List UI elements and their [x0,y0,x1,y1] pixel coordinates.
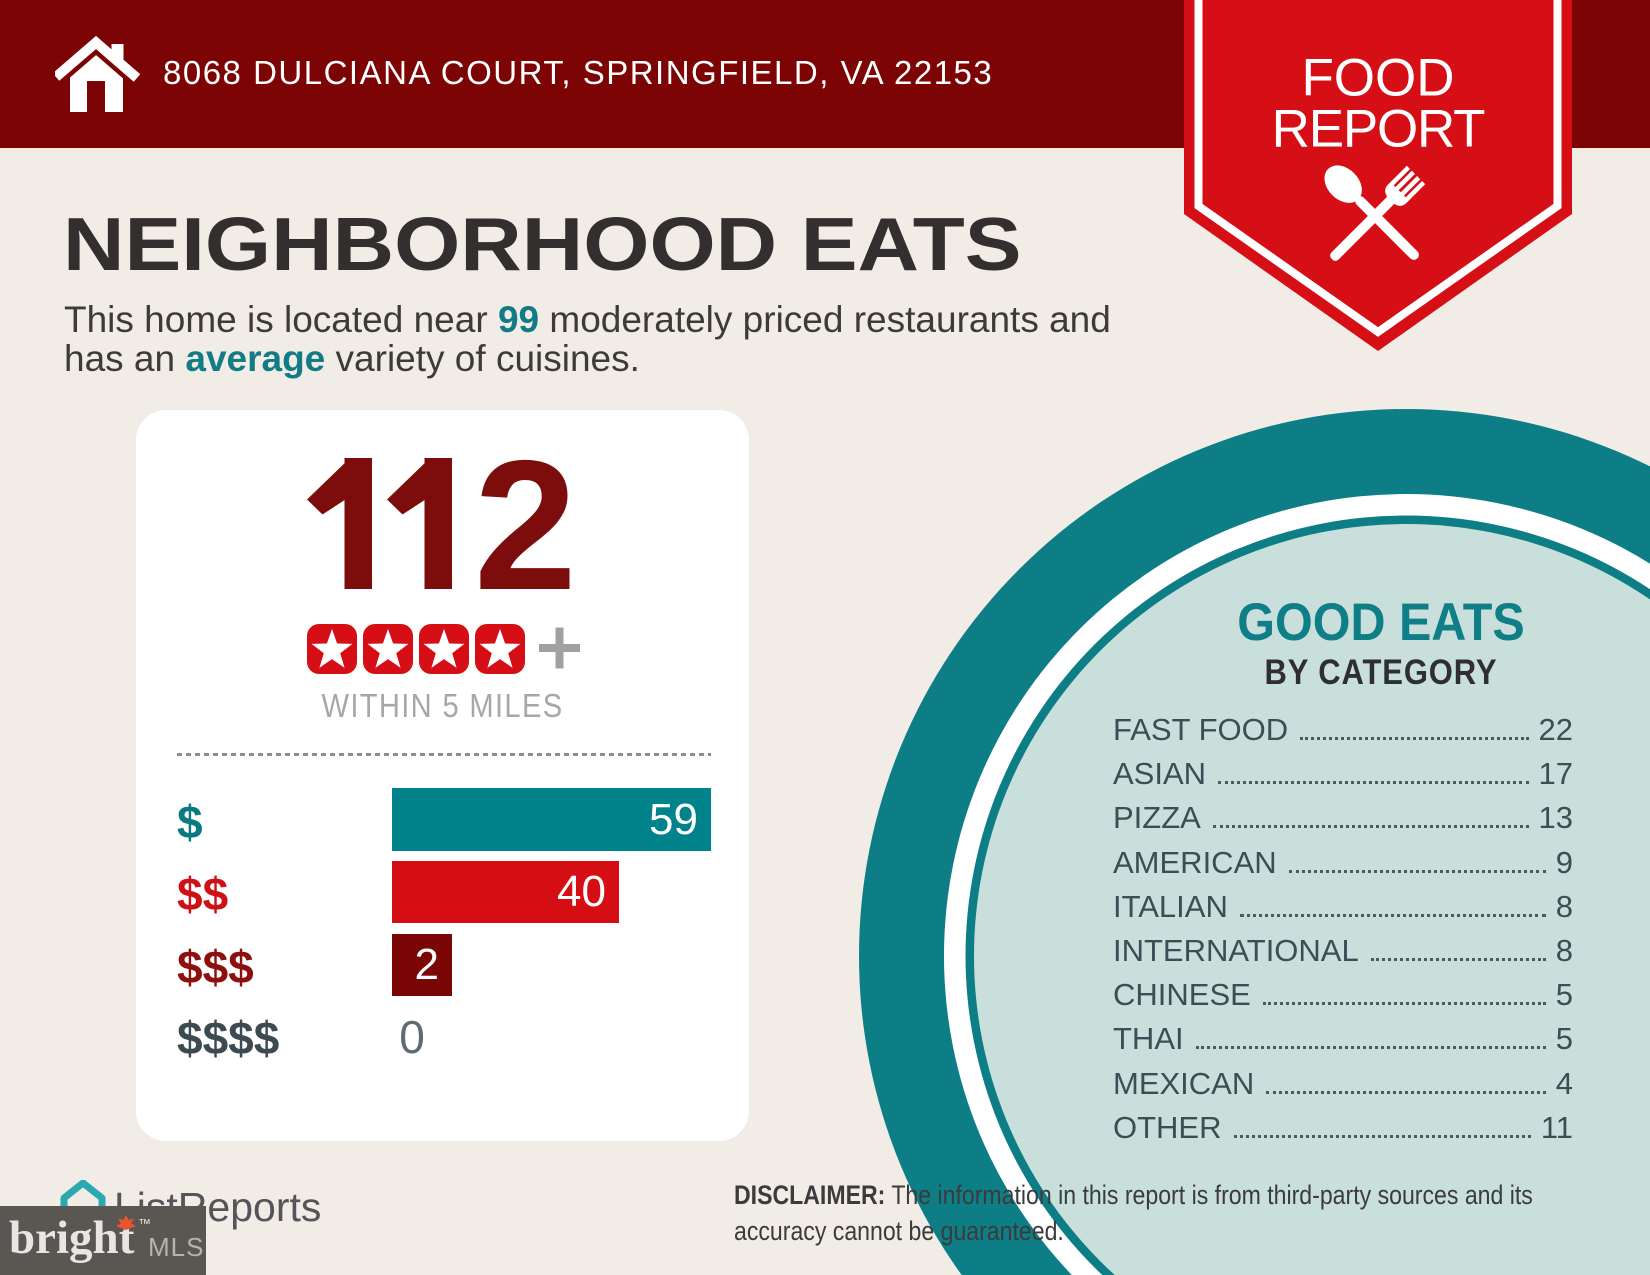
svg-text:REPORT: REPORT [1272,100,1486,159]
svg-text:2: 2 [474,450,577,620]
svg-text:FOOD: FOOD [1301,49,1454,108]
